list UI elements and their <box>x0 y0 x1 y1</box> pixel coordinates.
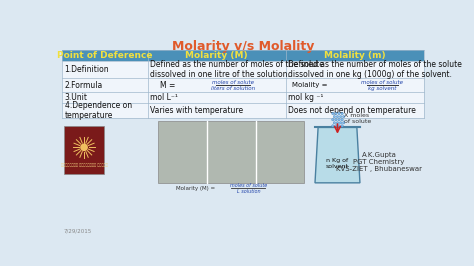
Text: Molarity v/s Molality: Molarity v/s Molality <box>172 40 314 53</box>
Circle shape <box>343 115 345 118</box>
Circle shape <box>338 112 340 115</box>
Text: Molality (m): Molality (m) <box>324 51 385 60</box>
Circle shape <box>339 122 342 124</box>
Text: L solution: L solution <box>237 189 260 194</box>
Text: Defined as the number of moles of the solute
dissolved in one kg (1000g) of the : Defined as the number of moles of the so… <box>288 60 462 79</box>
Text: liters of solution: liters of solution <box>211 86 255 91</box>
Bar <box>63 92 423 103</box>
Circle shape <box>339 115 342 118</box>
Bar <box>63 50 423 61</box>
Text: 1.Definition: 1.Definition <box>64 65 109 74</box>
Polygon shape <box>315 127 360 183</box>
Text: Defined as the number of moles of the solute
dissolved in one litre of the solut: Defined as the number of moles of the so… <box>150 60 324 79</box>
Text: M =: M = <box>160 81 178 90</box>
Text: Varies with temperature: Varies with temperature <box>150 106 243 115</box>
Text: mol L⁻¹: mol L⁻¹ <box>150 93 178 102</box>
Text: Point of Deference: Point of Deference <box>57 51 153 60</box>
Circle shape <box>341 112 343 115</box>
Circle shape <box>332 112 334 115</box>
Text: mol kg ⁻¹: mol kg ⁻¹ <box>288 93 323 102</box>
Bar <box>63 61 423 78</box>
Circle shape <box>343 122 345 124</box>
Circle shape <box>338 125 340 127</box>
Text: Does not depend on temperature: Does not depend on temperature <box>288 106 416 115</box>
Circle shape <box>341 119 343 121</box>
Bar <box>63 103 423 118</box>
Bar <box>158 121 304 183</box>
Bar <box>64 126 104 174</box>
Circle shape <box>332 125 334 127</box>
Circle shape <box>332 119 334 121</box>
Text: Molarity (M) =: Molarity (M) = <box>176 186 218 191</box>
Circle shape <box>333 115 336 118</box>
Circle shape <box>335 119 337 121</box>
Text: 2.Formula: 2.Formula <box>64 81 103 90</box>
Text: X moles
of solute: X moles of solute <box>344 113 371 124</box>
Text: moles of solute: moles of solute <box>230 183 267 188</box>
Text: केंद्रीय विद्यालय संगठन: केंद्रीय विद्यालय संगठन <box>61 163 108 167</box>
Bar <box>63 78 423 92</box>
Circle shape <box>335 125 337 127</box>
Text: Molarity (M): Molarity (M) <box>185 51 248 60</box>
Text: 4.Dependence on
temperature: 4.Dependence on temperature <box>64 101 132 120</box>
Text: kg solvent: kg solvent <box>368 86 396 91</box>
Circle shape <box>341 125 343 127</box>
Text: moles of solute: moles of solute <box>212 80 254 85</box>
Text: n Kg of
solvent: n Kg of solvent <box>326 158 349 169</box>
Circle shape <box>80 143 88 151</box>
Text: moles of solute: moles of solute <box>361 80 403 85</box>
Circle shape <box>338 119 340 121</box>
Circle shape <box>333 122 336 124</box>
Circle shape <box>337 115 338 118</box>
Text: 3.Unit: 3.Unit <box>64 93 88 102</box>
Text: 7/29/2015: 7/29/2015 <box>64 229 92 234</box>
Circle shape <box>335 112 337 115</box>
Text: Molality =: Molality = <box>292 82 330 88</box>
Text: A.K.Gupta
PGT Chemistry
KVS-ZIET , Bhubaneswar: A.K.Gupta PGT Chemistry KVS-ZIET , Bhuba… <box>336 152 422 172</box>
Circle shape <box>337 122 338 124</box>
